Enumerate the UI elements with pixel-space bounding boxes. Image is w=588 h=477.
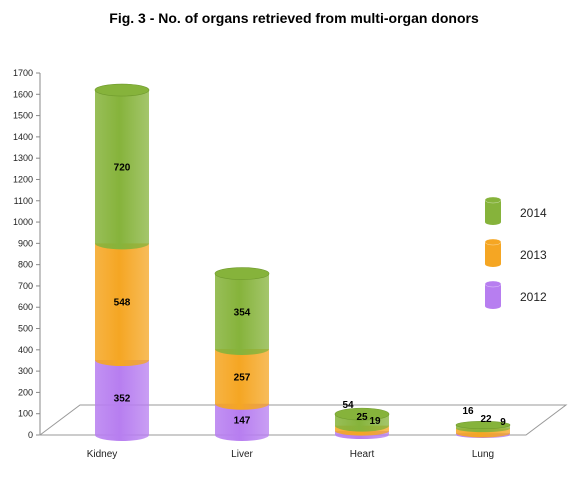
y-tick-label: 700 bbox=[18, 281, 33, 291]
bar-segment-liver-2014 bbox=[215, 273, 269, 355]
bar-segment-kidney-2012 bbox=[95, 360, 149, 441]
bar-top-heart bbox=[334, 407, 390, 421]
x-tick-label: Liver bbox=[231, 449, 253, 460]
data-label-kidney-2014: 720 bbox=[114, 163, 131, 174]
y-tick-label: 1600 bbox=[13, 89, 33, 99]
y-tick-label: 1700 bbox=[13, 68, 33, 78]
bar-top-lung bbox=[455, 420, 511, 429]
legend-label-2014: 2014 bbox=[520, 206, 547, 220]
y-tick-label: 1300 bbox=[13, 153, 33, 163]
data-label-heart-2012: 19 bbox=[369, 416, 381, 427]
legend-label-2012: 2012 bbox=[520, 290, 547, 304]
data-label-lung-2014: 16 bbox=[462, 406, 474, 417]
bars-layer bbox=[94, 83, 511, 441]
data-label-lung-2012: 9 bbox=[500, 417, 506, 428]
data-label-kidney-2012: 352 bbox=[114, 394, 131, 405]
y-tick-label: 800 bbox=[18, 260, 33, 270]
data-label-liver-2012: 147 bbox=[234, 415, 251, 426]
x-tick-label: Heart bbox=[350, 449, 375, 460]
chart-title: Fig. 3 - No. of organs retrieved from mu… bbox=[109, 10, 479, 26]
y-tick-label: 500 bbox=[18, 324, 33, 334]
bar-segment-liver-2013 bbox=[215, 348, 269, 410]
legend-label-2013: 2013 bbox=[520, 248, 547, 262]
legend-swatch-top-2014 bbox=[484, 196, 502, 204]
data-label-kidney-2013: 548 bbox=[114, 298, 131, 309]
bar-segment-liver-2012 bbox=[215, 403, 269, 441]
data-label-liver-2013: 257 bbox=[234, 372, 251, 383]
y-tick-label: 0 bbox=[28, 430, 33, 440]
data-label-lung-2013: 22 bbox=[480, 414, 492, 425]
y-tick-label: 1100 bbox=[14, 196, 33, 206]
bar-segment-kidney-2014 bbox=[95, 90, 149, 250]
legend-swatch-2013 bbox=[485, 242, 501, 267]
y-tick-label: 1500 bbox=[13, 111, 33, 121]
data-label-heart-2013: 25 bbox=[356, 412, 368, 423]
data-label-liver-2014: 354 bbox=[234, 307, 251, 318]
y-tick-label: 400 bbox=[18, 345, 33, 355]
legend-swatch-top-2013 bbox=[484, 238, 502, 246]
y-tick-label: 1200 bbox=[13, 174, 33, 184]
y-tick-label: 600 bbox=[18, 302, 33, 312]
y-tick-label: 1400 bbox=[13, 132, 33, 142]
y-tick-label: 300 bbox=[18, 366, 33, 376]
legend-layer: 2014 2013 2012 bbox=[484, 196, 547, 309]
data-label-heart-2014: 54 bbox=[342, 400, 354, 411]
y-tick-label: 100 bbox=[18, 409, 33, 419]
y-tick-label: 900 bbox=[18, 238, 33, 248]
bar-top-liver bbox=[214, 267, 270, 280]
bar-top-kidney bbox=[94, 83, 150, 97]
legend-swatch-2012 bbox=[485, 284, 501, 309]
bar-segment-kidney-2013 bbox=[95, 243, 149, 367]
x-tick-label: Kidney bbox=[87, 449, 118, 460]
legend-swatch-2014 bbox=[485, 200, 501, 225]
x-tick-label: Lung bbox=[472, 449, 494, 460]
axis-layer: 0 100 200 300 400 500 600 700 800 900 1000 1100 1200… bbox=[13, 68, 41, 440]
y-tick-label: 200 bbox=[18, 387, 33, 397]
y-tick-label: 1000 bbox=[13, 217, 33, 227]
legend-swatch-top-2012 bbox=[484, 280, 502, 288]
